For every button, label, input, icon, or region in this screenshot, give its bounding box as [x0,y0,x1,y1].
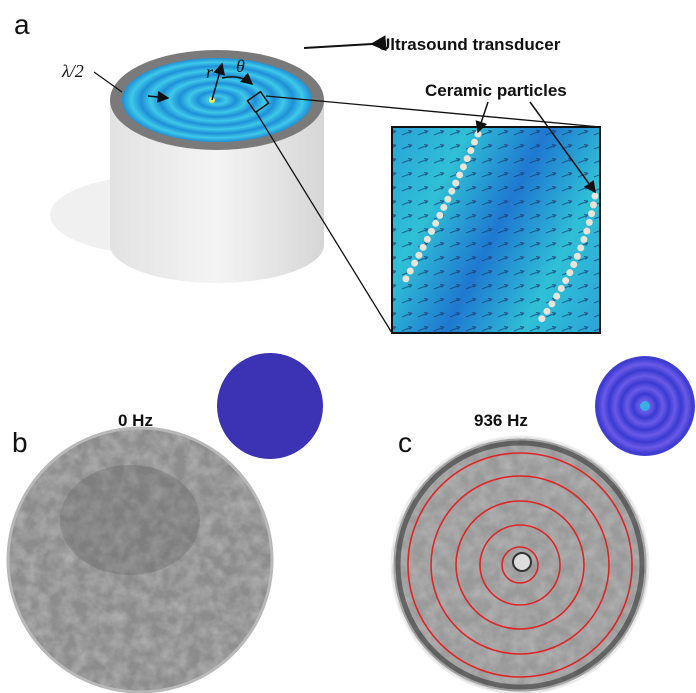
r-label: r [206,62,214,82]
theta-label: θ [236,56,245,76]
panel-c: c 936 Hz [392,356,695,693]
panel-label: a [14,9,30,40]
flow-arrows [392,127,600,333]
panel-label: b [12,427,28,458]
simulation-center [640,401,650,411]
transducer-label: Ultrasound transducer [378,35,561,54]
center-bump [513,553,531,571]
texture [60,465,200,575]
panel-label: c [398,427,412,458]
transducer-arrow [304,44,372,48]
wave-field [122,58,312,142]
lambda-label: λ/2 [61,61,84,81]
figure: a r θ λ/2 Ultrasound transducer Ceramic … [0,0,696,693]
particles-label: Ceramic particles [425,81,567,100]
panel-a: a r θ λ/2 Ultrasound transducer Ceramic … [14,9,600,333]
simulation [217,353,323,459]
frequency-label: 936 Hz [474,411,528,430]
panel-b: b 0 Hz [8,353,323,692]
